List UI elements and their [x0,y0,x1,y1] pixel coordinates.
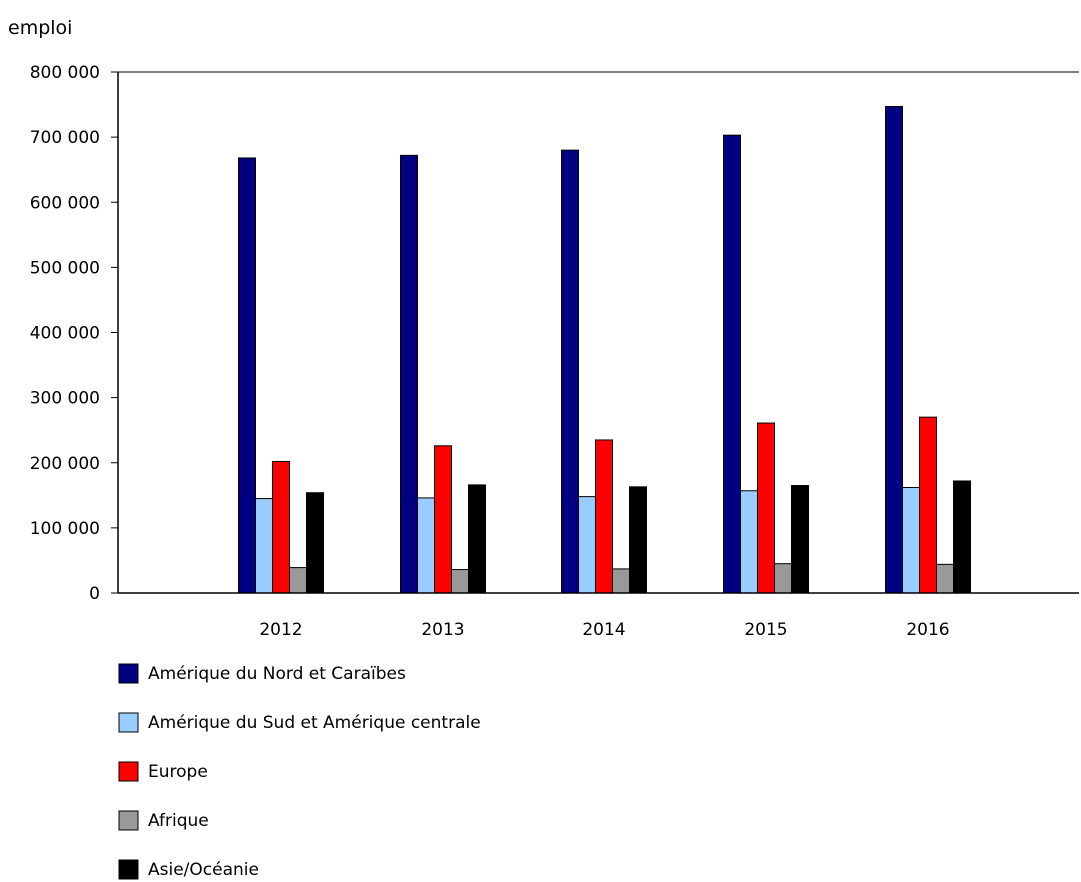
legend-swatch [118,663,139,684]
bar-2015-series-3 [774,563,792,594]
bar-2016-series-4 [953,480,971,594]
bar-2012-series-4 [306,492,324,594]
legend: Amérique du Nord et Caraïbes Amérique du … [118,663,481,880]
plot-area [238,106,971,594]
bar-2013-series-3 [451,569,469,594]
bar-2015-series-1 [740,490,758,594]
bar-2015-series-4 [791,485,809,594]
y-tick-label: 400 000 [30,324,100,344]
x-axis: 2012 2013 2014 2015 2016 [259,620,949,640]
bar-2016-series-0 [885,106,903,594]
legend-swatch [118,761,139,782]
y-tick-label: 100 000 [30,519,100,539]
legend-label: Asie/Océanie [148,860,259,880]
bar-2013-series-1 [417,497,435,594]
y-tick-label: 300 000 [30,389,100,409]
x-tick-label: 2012 [259,620,302,640]
y-tick-label: 0 [89,584,100,604]
legend-label: Afrique [148,811,209,831]
bar-2013-series-4 [468,484,486,594]
legend-label: Europe [148,762,208,782]
bar-2014-series-3 [612,568,630,594]
bar-2014-series-1 [578,496,596,594]
bar-2013-series-0 [400,154,418,594]
bar-2012-series-1 [255,498,273,594]
legend-swatch [118,810,139,831]
legend-label: Amérique du Sud et Amérique centrale [148,713,481,733]
x-tick-label: 2015 [744,620,787,640]
bar-2012-series-2 [272,460,290,594]
legend-label: Amérique du Nord et Caraïbes [148,664,406,684]
bar-2012-series-0 [238,157,256,594]
y-tick-label: 500 000 [30,258,100,278]
y-tick-label: 700 000 [30,128,100,148]
y-tick-label: 200 000 [30,454,100,474]
x-tick-label: 2013 [421,620,464,640]
axes [117,71,1079,594]
bar-2014-series-4 [629,486,647,594]
y-tick-label: 600 000 [30,193,100,213]
y-axis-title: emploi [8,17,72,39]
legend-swatch [118,859,139,880]
bar-2012-series-3 [289,567,307,594]
y-axis: 0 100 000 200 000 300 000 400 000 500 000 600 … [30,63,118,604]
x-tick-label: 2014 [582,620,625,640]
bar-2014-series-2 [595,439,613,594]
bar-2016-series-1 [902,486,920,594]
legend-swatch [118,712,139,733]
y-tick-label: 800 000 [30,63,100,83]
bar-2013-series-2 [434,445,452,594]
bar-2014-series-0 [561,149,579,594]
x-tick-label: 2016 [906,620,949,640]
bar-2015-series-0 [723,134,741,594]
bar-2015-series-2 [757,422,775,594]
bar-2016-series-3 [936,563,954,594]
bar-2016-series-2 [919,416,937,594]
